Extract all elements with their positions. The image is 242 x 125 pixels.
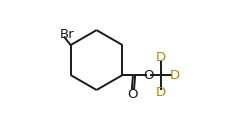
Text: D: D [156,51,166,64]
Text: D: D [156,86,166,99]
Text: O: O [128,88,138,101]
Text: Br: Br [60,28,74,41]
Text: O: O [144,68,154,82]
Text: D: D [170,68,180,82]
